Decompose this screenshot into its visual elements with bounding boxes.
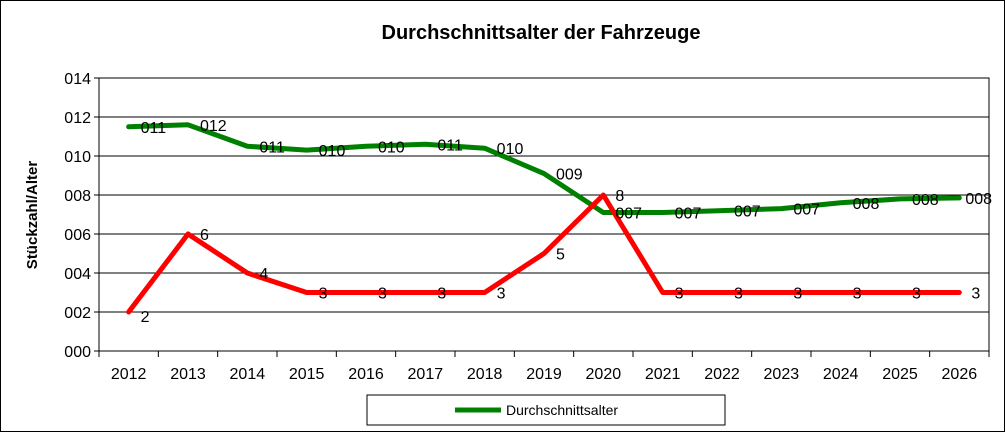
y-tick-label-004: 004: [64, 266, 91, 283]
data-label-green-2023: 007: [793, 202, 820, 219]
plot-area: [98, 77, 990, 352]
x-tick-labels: 2012 2013 2014 2015 2016 2017 2018 2019 2020 2021…: [111, 366, 977, 383]
axes: [94, 77, 990, 357]
x-tick-label-2015: 2015: [289, 366, 325, 383]
y-tick-label-014: 014: [64, 71, 91, 88]
x-tick-label-2017: 2017: [408, 366, 444, 383]
legend: Durchschnittsalter: [366, 394, 726, 426]
y-tick-label-010: 010: [64, 149, 91, 166]
data-label-red-2020: 8: [615, 188, 624, 205]
y-tick-label-008: 008: [64, 188, 91, 205]
y-tick-label-002: 002: [64, 305, 91, 322]
data-label-red-2014: 4: [259, 266, 268, 283]
data-label-green-2015: 010: [319, 143, 346, 160]
data-label-green-2026: 008: [965, 191, 992, 208]
x-tick-label-2021: 2021: [645, 366, 681, 383]
y-axis-label: Stückzahl/Alter: [24, 161, 41, 270]
data-label-red-2012: 2: [141, 309, 150, 326]
data-label-red-2022: 3: [734, 286, 743, 303]
y-tick-label-006: 006: [64, 227, 91, 244]
data-label-red-2013: 6: [200, 227, 209, 244]
x-tick-label-2024: 2024: [823, 366, 859, 383]
x-tick-label-2026: 2026: [942, 366, 978, 383]
data-label-green-2017: 011: [437, 137, 463, 154]
x-tick-label-2020: 2020: [586, 366, 622, 383]
data-label-red-2026: 3: [971, 286, 980, 303]
data-label-red-2018: 3: [497, 286, 506, 303]
data-label-green-2021: 007: [675, 206, 702, 223]
x-tick-label-2018: 2018: [467, 366, 503, 383]
data-label-green-2024: 008: [853, 196, 880, 213]
data-label-red-2016: 3: [378, 286, 387, 303]
legend-label-durchschnittsalter: Durchschnittsalter: [506, 402, 618, 418]
y-tick-label-000: 000: [64, 344, 91, 361]
x-tick-label-2016: 2016: [348, 366, 384, 383]
data-label-red-2015: 3: [319, 286, 328, 303]
data-label-green-2025: 008: [912, 192, 939, 209]
data-label-red-2025: 3: [912, 286, 921, 303]
data-label-red-2023: 3: [793, 286, 802, 303]
y-tick-labels: 000 002 004 006 008 010 012 014: [64, 71, 91, 361]
chart-title: Durchschnittsalter der Fahrzeuge: [382, 22, 701, 44]
data-label-green-2019: 009: [556, 167, 583, 184]
x-tick-label-2023: 2023: [764, 366, 800, 383]
data-label-red-2021: 3: [675, 286, 684, 303]
series-group: [126, 122, 962, 315]
data-label-green-2020: 007: [615, 206, 642, 223]
data-label-red-2017: 3: [437, 286, 446, 303]
x-tick-label-2025: 2025: [882, 366, 918, 383]
series-line-red: [126, 192, 962, 315]
data-label-green-2013: 012: [200, 118, 227, 135]
x-tick-label-2012: 2012: [111, 366, 147, 383]
data-label-green-2012: 011: [141, 120, 167, 137]
gridlines: [99, 116, 989, 313]
y-tick-label-012: 012: [64, 110, 91, 127]
legend-box: [366, 394, 726, 426]
data-label-red-2019: 5: [556, 247, 565, 264]
data-label-red-2024: 3: [853, 286, 862, 303]
data-label-green-2022: 007: [734, 204, 761, 221]
data-label-green-2014: 011: [259, 139, 285, 156]
x-tick-label-2014: 2014: [230, 366, 266, 383]
data-labels: 011 012 011 010 010 011 010 009 007 007 007 007 008 0…: [141, 118, 992, 326]
data-label-green-2016: 010: [378, 139, 405, 156]
x-tick-label-2019: 2019: [526, 366, 562, 383]
x-tick-label-2013: 2013: [170, 366, 206, 383]
data-label-green-2018: 010: [497, 141, 524, 158]
series-line-durchschnittsalter: [126, 122, 962, 216]
x-tick-label-2022: 2022: [704, 366, 740, 383]
